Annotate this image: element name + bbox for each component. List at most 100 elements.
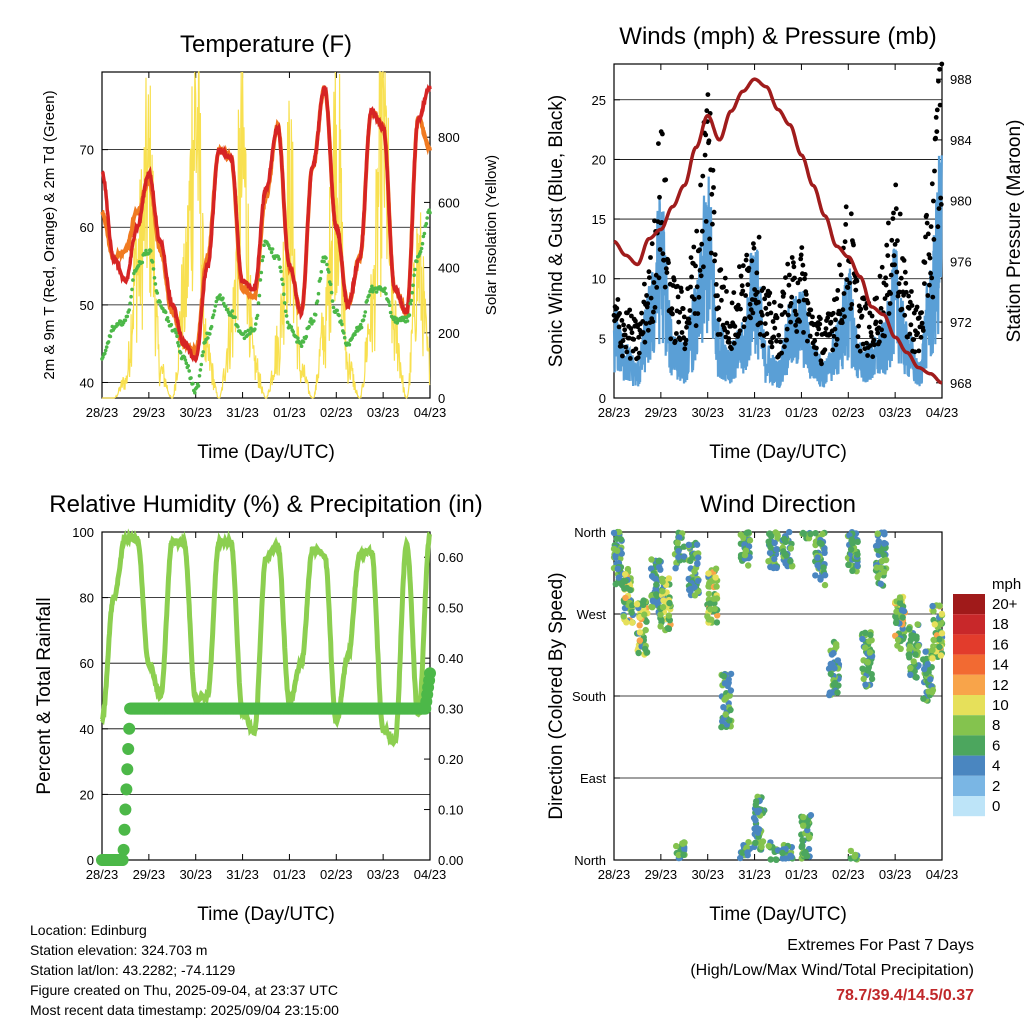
gust-point [798, 252, 804, 258]
gust-point [814, 331, 820, 337]
dewpoint-point [342, 335, 347, 340]
direction-point [675, 547, 682, 555]
direction-point [906, 643, 913, 650]
gust-point [783, 275, 788, 280]
rh-ytick-label: 80 [80, 591, 94, 606]
gust-point [709, 191, 715, 197]
direction-point [681, 553, 688, 560]
direction-point [862, 629, 869, 636]
direction-point [786, 528, 793, 536]
gust-point [845, 285, 851, 290]
temp-ylabel: 2m & 9m T (Red, Orange) & 2m Td (Green) [41, 90, 58, 379]
direction-point [821, 549, 828, 556]
gust-point [853, 287, 859, 293]
gust-point [676, 319, 682, 325]
gust-point [760, 312, 765, 318]
direction-point [862, 681, 869, 688]
gust-point [883, 282, 889, 288]
gust-point [864, 340, 869, 346]
gust-point [737, 328, 743, 334]
direction-point [648, 556, 655, 563]
direction-point [878, 548, 885, 555]
gust-point [919, 310, 924, 315]
gust-point [904, 289, 909, 295]
gust-point [925, 293, 931, 298]
dewpoint-point [291, 330, 296, 334]
gust-point [877, 273, 883, 279]
direction-point [745, 529, 752, 536]
gust-point [797, 277, 803, 282]
direction-point [800, 822, 807, 829]
dewpoint-point [140, 260, 145, 265]
gust-point [897, 289, 902, 295]
gust-point [750, 310, 756, 316]
dewpoint-point [169, 322, 174, 327]
direction-point [665, 612, 673, 619]
dewpoint-point [322, 259, 326, 264]
wind-ytick-label: 15 [592, 212, 606, 227]
gust-point [833, 317, 838, 323]
gust-point [741, 324, 747, 330]
gust-point [918, 334, 924, 340]
dewpoint-point [325, 262, 329, 267]
speed-color-legend: mph 20+ 18 16 14 12 10 8 6 4 2 0 [953, 576, 1021, 817]
gust-point [793, 312, 799, 317]
temp-xtick-label: 02/23 [320, 405, 353, 420]
direction-point [896, 599, 904, 607]
direction-point [882, 556, 890, 564]
gust-point [724, 289, 729, 294]
gust-point [892, 242, 898, 247]
dewpoint-point [191, 381, 195, 386]
direction-point [907, 664, 914, 672]
gust-point [785, 261, 791, 267]
gust-point [842, 239, 848, 245]
direction-point [812, 530, 819, 537]
dewpoint-point [315, 299, 320, 304]
dewpoint-point [175, 334, 179, 339]
direction-point [636, 637, 644, 644]
rh-xlabel: Time (Day/UTC) [197, 904, 335, 925]
gust-point [697, 247, 702, 253]
dewpoint-point [353, 332, 357, 337]
direction-point [881, 529, 888, 536]
dewpoint-point [184, 361, 189, 366]
gust-point [687, 308, 693, 313]
dewpoint-point [313, 313, 318, 317]
gust-point [919, 320, 925, 326]
legend-label: 20+ [992, 596, 1018, 613]
direction-point [737, 531, 744, 538]
gust-point [635, 355, 641, 360]
gust-point [693, 263, 698, 269]
dewpoint-point [201, 350, 205, 354]
direction-point [814, 562, 821, 569]
gust-point [870, 354, 876, 360]
direction-point [921, 665, 928, 673]
gust-point [936, 78, 941, 84]
direction-point [834, 657, 842, 664]
direction-point [802, 848, 809, 856]
dewpoint-point [283, 309, 288, 314]
gust-point [875, 330, 881, 336]
gust-point [808, 307, 814, 313]
gust-point [686, 316, 692, 322]
gust-point [788, 301, 794, 306]
dewpoint-point [299, 344, 304, 349]
dewpoint-point [340, 322, 344, 327]
direction-point [675, 553, 682, 561]
gust-point [616, 324, 622, 330]
dewpoint-point [267, 243, 271, 248]
direction-point [665, 575, 673, 582]
gust-point [888, 272, 894, 278]
gust-point [800, 262, 806, 268]
gust-point [703, 219, 709, 224]
gust-point [874, 295, 879, 301]
gust-point [731, 340, 737, 346]
legend-label: 6 [992, 737, 1000, 754]
dewpoint-point [342, 331, 346, 335]
gust-point [791, 260, 796, 265]
temp-xtick-label: 03/23 [367, 405, 400, 420]
gust-point [840, 307, 846, 313]
gust-point [869, 333, 874, 339]
gust-point [712, 252, 718, 257]
dewpoint-point [407, 313, 412, 317]
